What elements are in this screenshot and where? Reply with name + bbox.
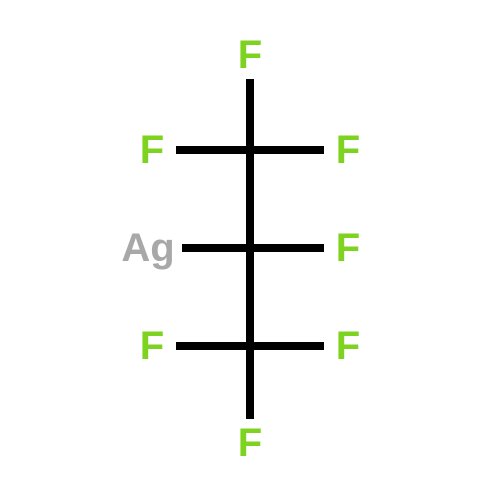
- atom-label-f: F: [238, 421, 262, 465]
- atom-label-f: F: [238, 33, 262, 77]
- atom-label-f: F: [336, 226, 360, 270]
- atom-label-f: F: [336, 128, 360, 172]
- molecule-diagram: F F F Ag F F F F: [0, 0, 500, 500]
- atom-label-f: F: [336, 324, 360, 368]
- atom-label-f: F: [140, 128, 164, 172]
- atom-label-ag: Ag: [121, 226, 174, 270]
- atom-label-f: F: [140, 324, 164, 368]
